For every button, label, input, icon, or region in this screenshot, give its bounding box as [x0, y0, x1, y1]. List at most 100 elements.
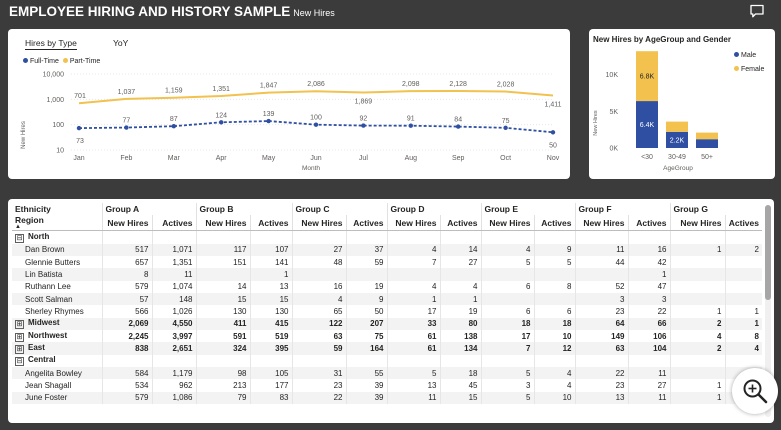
legend-item-male[interactable]: Male	[734, 52, 756, 59]
col-header-group-g-new-hires[interactable]: New Hires	[669, 215, 725, 232]
col-header-group-b[interactable]: Group B	[195, 203, 292, 216]
row-label-east[interactable]: ⊞ East	[12, 342, 102, 355]
col-header-group-c[interactable]: Group C	[291, 203, 387, 216]
matrix-cell: 9	[345, 293, 387, 306]
collapse-icon[interactable]: ⊟	[15, 357, 24, 367]
col-header-group-e[interactable]: Group E	[480, 203, 575, 216]
matrix-cell: 8	[724, 330, 762, 343]
col-header-group-d[interactable]: Group D	[386, 203, 481, 216]
comment-icon[interactable]	[749, 3, 765, 19]
matrix-cell: 122	[291, 317, 346, 331]
col-header-group-c-actives[interactable]: Actives	[345, 215, 387, 232]
x-tick-label-may: May	[262, 155, 276, 162]
col-header-group-d-new-hires[interactable]: New Hires	[386, 215, 440, 232]
data-point-full-time[interactable]	[76, 125, 82, 131]
col-header-group-b-actives[interactable]: Actives	[249, 215, 292, 232]
collapse-icon[interactable]: ⊟	[15, 234, 24, 244]
row-label-text: North	[28, 232, 50, 242]
matrix-cell	[627, 354, 670, 368]
data-point-full-time[interactable]	[361, 123, 366, 128]
bar-male-30-49[interactable]	[666, 131, 688, 148]
zoom-button[interactable]	[732, 368, 778, 414]
row-label-jean-shagall: Jean Shagall	[12, 379, 102, 391]
x-tick-label-jun: Jun	[310, 155, 321, 162]
tab-hires-by-type[interactable]: Hires by Type	[25, 38, 77, 50]
age-gender-bar-chart[interactable]: 0K 5K 10K <30 30-49 50+ 6.4K 6.8K 2.2K New Hires…	[589, 29, 775, 179]
matrix-cell	[533, 293, 575, 306]
data-label-part-time: 2,128	[449, 81, 467, 88]
col-header-region[interactable]: Region ▲	[12, 215, 102, 232]
row-label-north[interactable]: ⊟ North	[12, 231, 102, 244]
bar-female-30[interactable]	[636, 51, 658, 102]
matrix-cell: 16	[627, 243, 670, 257]
matrix-cell	[627, 230, 670, 244]
series-line-part-time[interactable]	[78, 90, 554, 105]
col-header-group-e-new-hires[interactable]: New Hires	[480, 215, 534, 232]
legend-item-part-time[interactable]: Part-Time	[62, 58, 100, 65]
col-header-group-a-actives[interactable]: Actives	[151, 215, 196, 232]
col-header-group-b-new-hires[interactable]: New Hires	[195, 215, 250, 232]
data-point-full-time[interactable]	[503, 125, 508, 131]
matrix-vertical-scrollbar[interactable]	[765, 205, 771, 417]
matrix-cell: 2	[724, 243, 762, 257]
row-label-northwest[interactable]: ⊞ Northwest	[12, 330, 102, 342]
matrix-cell: 48	[291, 256, 346, 269]
data-point-full-time[interactable]	[550, 130, 556, 135]
matrix-cell: 138	[439, 330, 481, 343]
matrix-cell: 134	[439, 342, 481, 355]
matrix-cell: 411	[195, 317, 250, 331]
col-header-group-g-actives[interactable]: Actives	[724, 215, 762, 232]
col-header-group-f[interactable]: Group F	[574, 203, 670, 216]
matrix-cell: 584	[101, 367, 152, 380]
matrix-cell: 105	[249, 367, 292, 380]
legend-item-full-time[interactable]: Full-Time	[23, 58, 59, 65]
row-label-central[interactable]: ⊟ Central	[12, 355, 102, 367]
col-header-group-d-actives[interactable]: Actives	[439, 215, 481, 232]
col-header-ethnicity[interactable]: Ethnicity	[15, 204, 51, 215]
matrix-cell: 3	[480, 379, 534, 392]
row-label-text: Glennie Butters	[25, 257, 81, 267]
matrix-cell: 141	[249, 256, 292, 269]
bar-female-50[interactable]	[696, 132, 718, 140]
matrix-cell: 104	[627, 342, 670, 355]
legend-dot-male	[734, 52, 739, 57]
data-label-full-time: 77	[123, 118, 131, 125]
matrix-cell: 962	[151, 379, 196, 392]
data-point-full-time[interactable]	[408, 123, 413, 128]
row-label-midwest[interactable]: ⊞ Midwest	[12, 317, 102, 331]
age-gender-card: New Hires by AgeGroup and Gender Male Fe…	[589, 29, 775, 179]
col-header-group-a[interactable]: Group A	[101, 203, 196, 216]
legend-item-female[interactable]: Female	[734, 66, 764, 73]
y-axis-title: New Hires	[21, 121, 27, 149]
data-point-full-time[interactable]	[313, 122, 319, 127]
data-point-full-time[interactable]	[219, 120, 224, 125]
matrix-cell: 44	[574, 256, 628, 269]
expand-icon[interactable]: ⊞	[15, 345, 24, 355]
matrix-cell: 6	[480, 280, 534, 294]
matrix-cell	[669, 268, 725, 281]
matrix-cell: 11	[386, 391, 440, 405]
bar-female-30-49[interactable]	[666, 121, 688, 132]
data-point-full-time[interactable]	[171, 123, 176, 129]
data-point-full-time[interactable]	[124, 125, 129, 130]
matrix-cell: 61	[386, 342, 440, 355]
data-point-full-time[interactable]	[456, 124, 461, 129]
expand-icon[interactable]: ⊞	[15, 320, 24, 330]
col-header-group-f-actives[interactable]: Actives	[627, 215, 670, 232]
hires-by-type-line-chart[interactable]: 10 100 1,000 10,000 Jan Feb Mar Apr May Jun Jul Aug…	[8, 29, 570, 179]
matrix-cell	[101, 230, 152, 244]
col-header-group-a-new-hires[interactable]: New Hires	[101, 215, 152, 232]
col-header-group-f-new-hires[interactable]: New Hires	[574, 215, 628, 232]
col-header-group-g[interactable]: Group G	[669, 203, 762, 216]
expand-icon[interactable]: ⊞	[15, 332, 24, 342]
tab-yoy[interactable]: YoY	[113, 38, 129, 48]
matrix-cell: 5	[480, 256, 534, 269]
bar-male-30[interactable]	[636, 101, 658, 148]
scrollbar-thumb[interactable]	[765, 205, 771, 300]
bar-male-50[interactable]	[696, 139, 718, 148]
col-header-group-e-actives[interactable]: Actives	[533, 215, 575, 232]
col-header-group-c-new-hires[interactable]: New Hires	[291, 215, 346, 232]
data-point-full-time[interactable]	[266, 118, 271, 124]
matrix-cell: 1,026	[151, 305, 196, 318]
matrix-cell: 37	[345, 243, 387, 257]
